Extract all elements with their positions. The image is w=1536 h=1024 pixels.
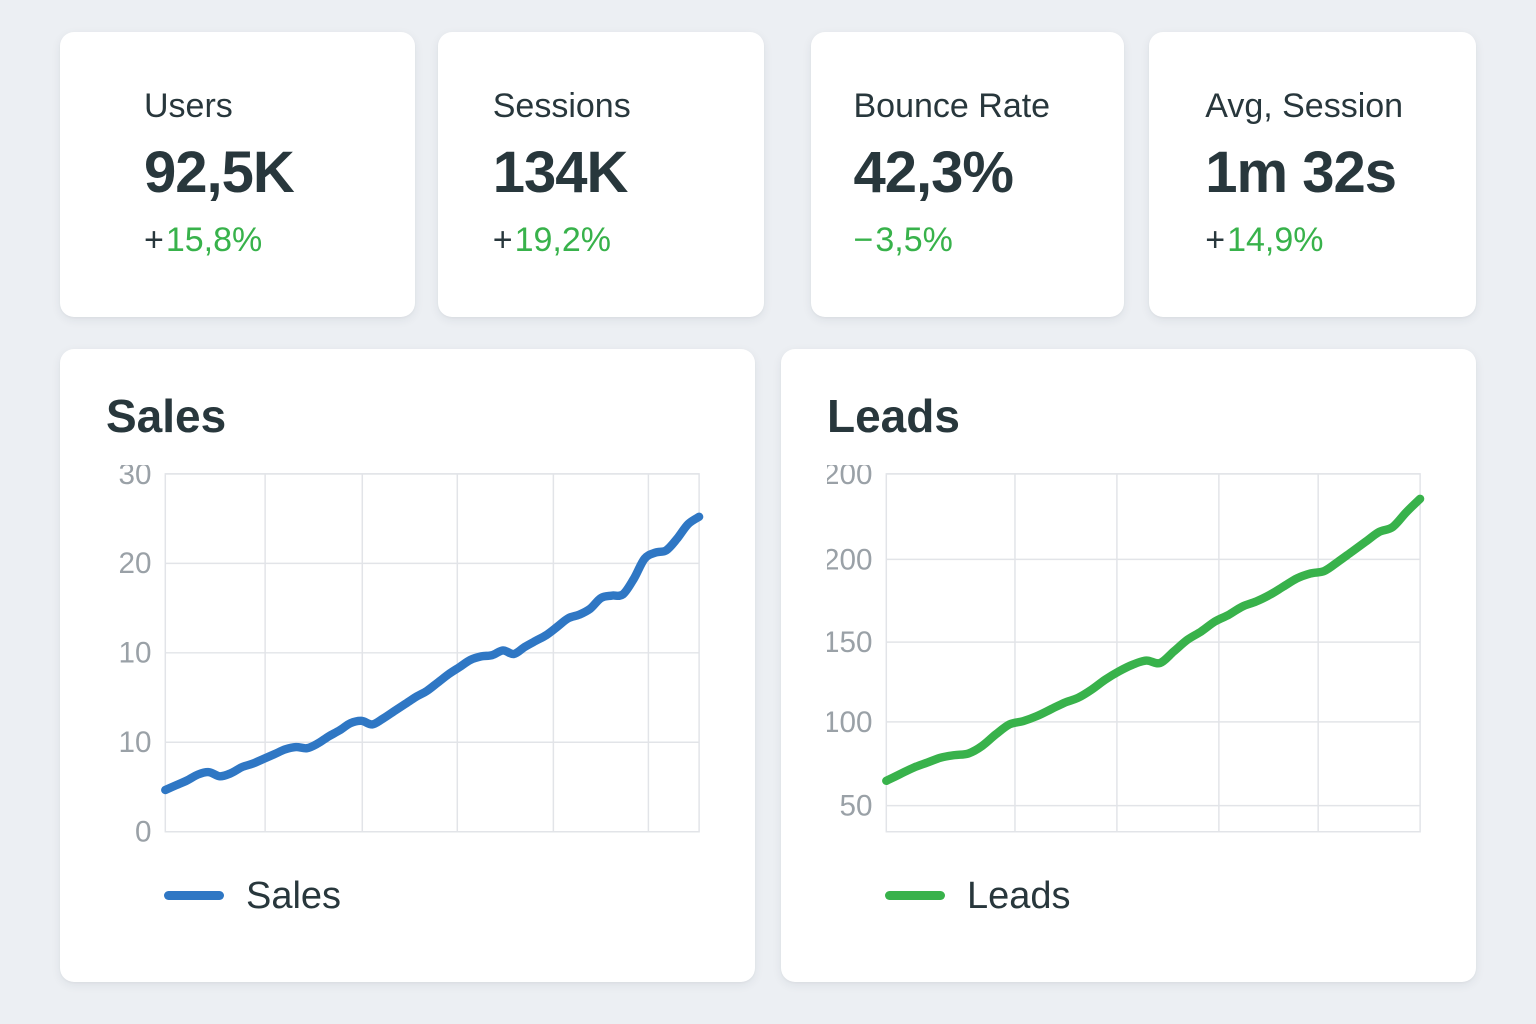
kpi-delta-sign: +: [1205, 221, 1226, 259]
kpi-delta-sign: +: [492, 221, 513, 259]
chart-title: Sales: [106, 390, 227, 442]
sales-line-chart: 30 20 10 10 0: [118, 465, 704, 846]
kpi-card-users: Users 92,5K +15,8%: [60, 32, 415, 317]
kpi-delta: +15,8%: [144, 220, 399, 260]
chart-title: Leads: [827, 390, 960, 442]
kpi-label: Users: [144, 87, 233, 125]
kpi-label: Bounce Rate: [853, 87, 1051, 125]
kpi-delta: +14,9%: [1205, 220, 1460, 260]
svg-text:50: 50: [839, 790, 872, 823]
svg-text:200: 200: [827, 465, 872, 491]
kpi-value: 92,5K: [144, 140, 295, 205]
svg-text:10: 10: [118, 637, 151, 670]
kpi-delta: −3,5%: [854, 220, 1109, 260]
kpi-delta-value: 19,2%: [514, 221, 612, 259]
kpi-delta-value: 3,5%: [875, 221, 953, 259]
legend-item-sales[interactable]: Sales: [164, 874, 709, 918]
kpi-value: 42,3%: [853, 140, 1014, 205]
legend-swatch: [885, 891, 945, 901]
kpi-row: Users 92,5K +15,8% Sessions 134K +19,2% …: [60, 32, 1476, 317]
svg-text:150: 150: [827, 626, 872, 659]
kpi-value: 134K: [492, 140, 629, 205]
svg-text:200: 200: [827, 543, 872, 576]
kpi-delta-sign: −: [853, 221, 874, 259]
kpi-delta-value: 15,8%: [165, 221, 263, 259]
svg-text:20: 20: [118, 547, 151, 580]
svg-text:10: 10: [118, 726, 151, 759]
legend-swatch: [164, 891, 224, 901]
kpi-delta-value: 14,9%: [1227, 221, 1324, 259]
chart-row: Sales 30 20 10 10 0 Sales Leads 200 200 150 100…: [60, 349, 1476, 982]
svg-text:0: 0: [135, 816, 152, 846]
kpi-card-sessions: Sessions 134K +19,2%: [437, 32, 764, 317]
kpi-delta: +19,2%: [493, 220, 748, 260]
kpi-label: Sessions: [492, 87, 631, 125]
kpi-delta-sign: +: [144, 221, 164, 259]
svg-text:30: 30: [118, 465, 151, 491]
kpi-label: Avg, Session: [1205, 87, 1404, 125]
sales-chart-card: Sales 30 20 10 10 0 Sales: [60, 349, 755, 982]
kpi-card-avg-session: Avg, Session 1m 32s +14,9%: [1149, 32, 1476, 317]
legend-label: Sales: [246, 874, 342, 917]
legend-label: Leads: [967, 874, 1071, 917]
kpi-card-bounce-rate: Bounce Rate 42,3% −3,5%: [810, 32, 1125, 317]
leads-chart-card: Leads 200 200 150 100 50 Leads: [781, 349, 1476, 982]
svg-text:100: 100: [827, 706, 872, 739]
legend-item-leads[interactable]: Leads: [885, 874, 1430, 918]
leads-line-chart: 200 200 150 100 50: [827, 465, 1425, 833]
kpi-value: 1m 32s: [1205, 140, 1397, 205]
